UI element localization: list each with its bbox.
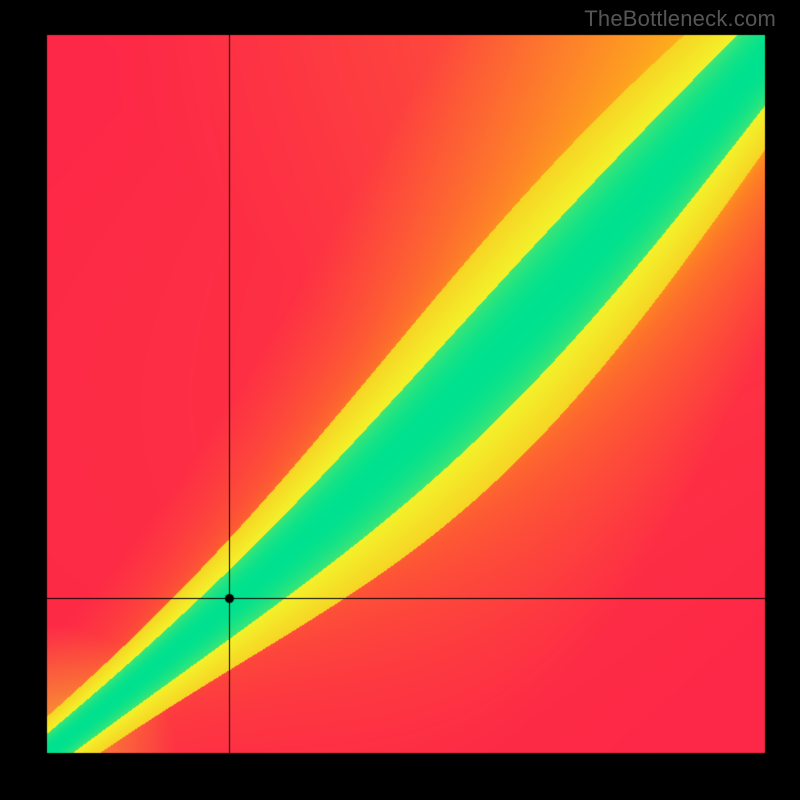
bottleneck-heatmap [46, 34, 766, 754]
watermark-text: TheBottleneck.com [584, 6, 776, 32]
